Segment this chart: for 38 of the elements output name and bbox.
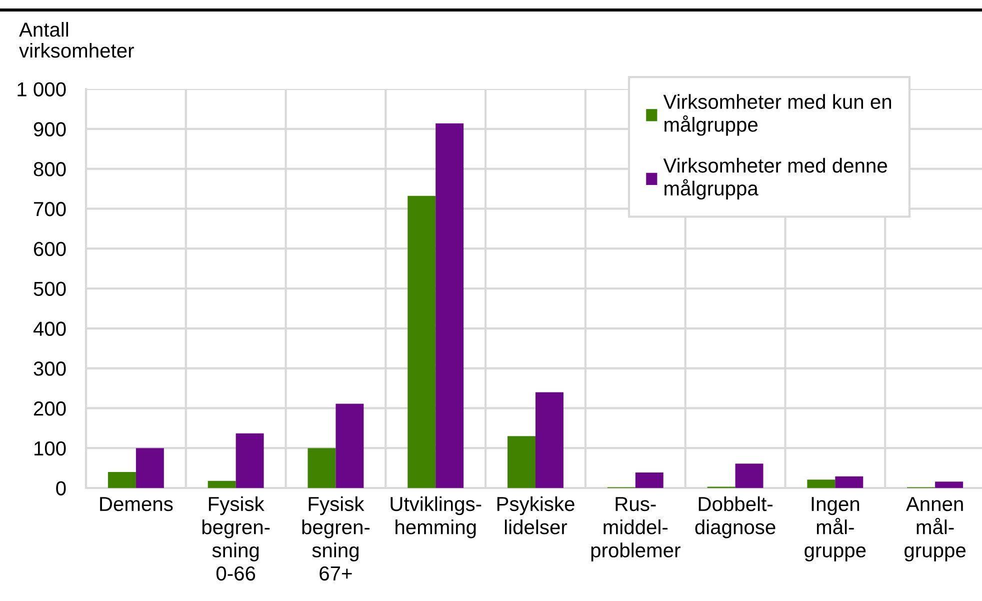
y-tick-label: 0	[56, 481, 66, 496]
y-tick-label: 500	[34, 282, 66, 296]
x-tick-label: Demens	[100, 497, 173, 512]
bar	[208, 480, 236, 488]
y-tick-label: 600	[34, 242, 66, 256]
x-tick-label: Rus- middel- problemer	[591, 497, 680, 562]
bar	[735, 464, 764, 488]
bar	[408, 196, 436, 488]
bar	[807, 480, 836, 488]
bar	[635, 472, 664, 488]
x-tick-label: Fysisk begren- sning 67+	[302, 496, 370, 581]
x-tick-label: Ingen mål- gruppe	[804, 497, 866, 562]
bar	[236, 433, 264, 488]
bar	[536, 392, 564, 488]
y-tick-label: 800	[34, 162, 66, 176]
x-tick-label: Utviklings- hemming	[390, 496, 482, 538]
bar	[336, 404, 364, 488]
x-tick-label: Psykiske lidelser	[497, 496, 574, 534]
legend-label: Virksomheter med denne målgruppa	[663, 158, 887, 200]
x-tick-label: Fysisk begren- sning 0-66	[202, 496, 270, 581]
bar	[308, 448, 336, 488]
bar	[436, 123, 464, 488]
y-tick-label: 900	[34, 122, 66, 136]
y-tick-label: 200	[34, 401, 66, 416]
bar	[935, 482, 964, 488]
y-tick-label: 1 000	[18, 82, 66, 96]
y-tick-label: 100	[34, 441, 66, 456]
legend-label: Virksomheter med kun en målgruppe	[663, 94, 892, 136]
bar	[508, 436, 536, 488]
x-tick-label: Dobbelt- diagnose	[695, 496, 776, 538]
x-tick-label: Annen mål- gruppe	[904, 497, 966, 562]
y-axis-title: Antall virksomheter	[19, 22, 134, 58]
y-tick-label: 300	[34, 362, 66, 376]
y-tick-label: 700	[34, 202, 66, 216]
y-tick-label: 400	[33, 322, 66, 336]
bar	[108, 472, 136, 488]
bar	[835, 476, 864, 488]
bar	[136, 448, 164, 488]
